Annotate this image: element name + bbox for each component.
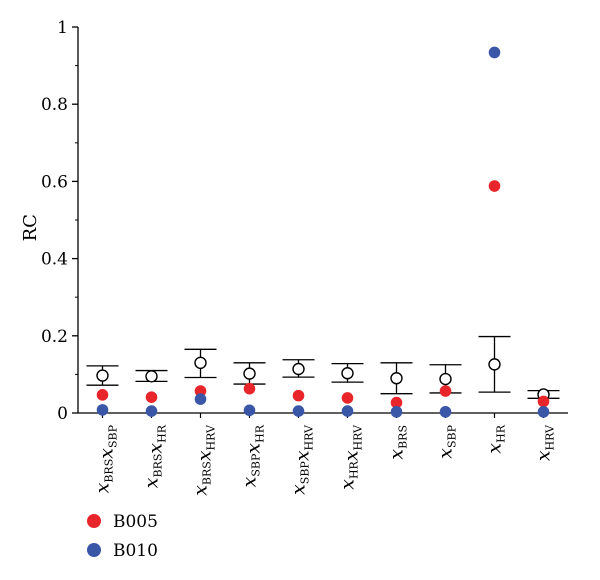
legend-label-b010: B010 bbox=[113, 541, 158, 561]
reference-mean-point bbox=[194, 356, 207, 370]
point-b005 bbox=[145, 391, 158, 403]
y-tick-label: 0.4 bbox=[41, 250, 68, 270]
x-category-label: xHRxHRV bbox=[337, 424, 365, 490]
point-b010 bbox=[537, 406, 550, 418]
point-b010 bbox=[145, 405, 158, 417]
point-b005 bbox=[488, 180, 501, 192]
point-b010 bbox=[488, 46, 501, 59]
reference-mean-point bbox=[145, 370, 158, 383]
y-tick-label: 0 bbox=[57, 404, 68, 424]
point-b010 bbox=[439, 406, 452, 418]
point-b005 bbox=[341, 392, 354, 404]
point-b010 bbox=[96, 404, 109, 416]
reference-mean-point bbox=[488, 358, 501, 371]
y-tick-label: 0.8 bbox=[41, 95, 68, 115]
y-axis-title: RC bbox=[20, 214, 41, 241]
point-b010 bbox=[341, 405, 354, 417]
reference-mean-point bbox=[96, 369, 109, 382]
point-b010 bbox=[292, 405, 305, 417]
legend: B005 B010 bbox=[87, 512, 158, 561]
x-category-labels: xBRSxSBPxBRSxHRxBRSxHRVxSBPxHRxSBPxHRVxH… bbox=[92, 424, 557, 496]
y-tick-label: 0.2 bbox=[41, 327, 68, 347]
x-category-label: xBRSxHR bbox=[141, 424, 169, 488]
point-b010 bbox=[243, 404, 256, 417]
x-category-label: xSBPxHR bbox=[239, 424, 267, 487]
y-tick-label: 1 bbox=[57, 18, 68, 38]
point-b005 bbox=[537, 395, 550, 408]
reference-mean-point bbox=[390, 372, 403, 385]
legend-marker-b010 bbox=[87, 543, 101, 557]
x-category-label: xBRSxHRV bbox=[190, 424, 218, 496]
reference-mean-point bbox=[341, 367, 354, 380]
reference-mean-point bbox=[243, 367, 256, 380]
point-b010 bbox=[194, 393, 207, 405]
point-b005 bbox=[96, 389, 109, 401]
reference-mean-point bbox=[439, 372, 452, 386]
reference-means bbox=[96, 356, 550, 401]
x-category-label: xHR bbox=[484, 424, 508, 453]
x-category-label: xHRV bbox=[533, 424, 557, 461]
series-points bbox=[96, 46, 550, 418]
legend-label-b005: B005 bbox=[113, 512, 158, 532]
reference-error-bars bbox=[86, 335, 560, 399]
point-b010 bbox=[390, 406, 403, 418]
axes: 0 0.2 0.4 0.6 0.8 1 bbox=[41, 18, 568, 424]
point-b005 bbox=[194, 385, 207, 397]
x-category-label: xBRSxSBP bbox=[92, 424, 120, 493]
y-axis-title-group: RC bbox=[20, 214, 41, 241]
x-category-label: xSBPxHRV bbox=[288, 424, 316, 495]
point-b005 bbox=[439, 385, 452, 397]
point-b005 bbox=[243, 382, 256, 395]
legend-marker-b005 bbox=[87, 514, 101, 528]
point-b005 bbox=[390, 396, 403, 409]
y-tick-label: 0.6 bbox=[41, 172, 68, 192]
reference-mean-point bbox=[292, 362, 305, 376]
point-b005 bbox=[292, 389, 305, 402]
x-category-label: xBRS bbox=[386, 425, 410, 460]
x-category-label: xSBP bbox=[435, 424, 459, 458]
